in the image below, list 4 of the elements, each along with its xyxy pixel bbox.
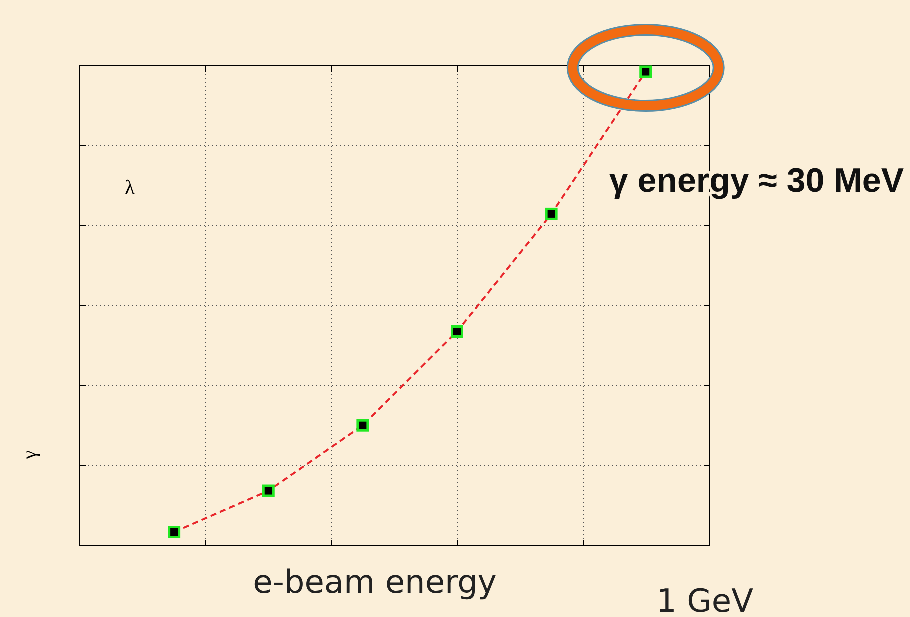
annotation: λ [125, 177, 136, 199]
x-axis-title: e-beam energy [253, 563, 497, 601]
text: 1 GeV [656, 582, 754, 617]
y-axis-title: γ [19, 450, 41, 460]
